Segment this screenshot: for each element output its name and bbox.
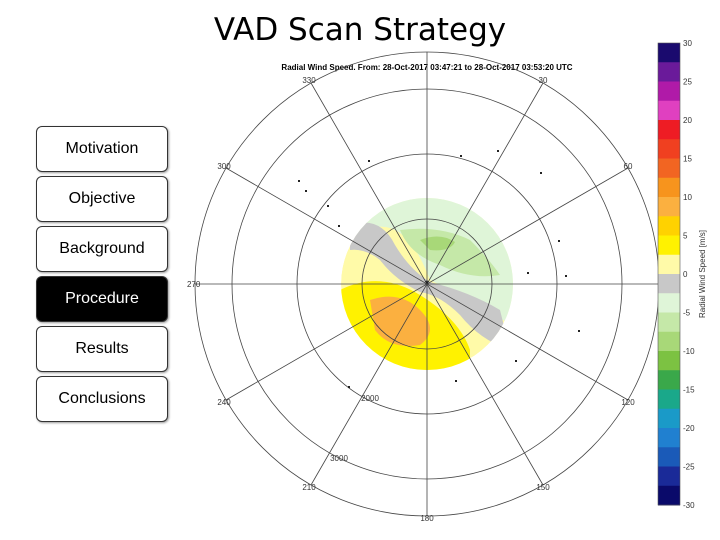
colorbar-swatch (658, 370, 680, 390)
azimuth-label: 180 (420, 514, 434, 523)
colorbar-swatch (658, 197, 680, 217)
colorbar-label: Radial Wind Speed [m/s] (698, 230, 707, 318)
nav-button[interactable]: Background (36, 226, 168, 272)
range-label: 3000 (330, 454, 348, 463)
colorbar-swatch (658, 139, 680, 159)
scatter-echoes (298, 150, 580, 388)
colorbar-swatch (658, 177, 680, 198)
colorbar-swatch (658, 62, 680, 82)
colorbar-tick-label: 5 (683, 232, 688, 241)
colorbar-tick-label: 10 (683, 193, 692, 202)
slide-title: VAD Scan Strategy (213, 12, 507, 48)
colorbar-swatch (658, 428, 680, 448)
colorbar-swatch (658, 235, 680, 256)
colorbar-frame (657, 42, 681, 506)
azimuth-label: 240 (217, 398, 231, 407)
colorbar-swatch (658, 81, 680, 102)
colorbar-swatch (658, 466, 680, 487)
radar-data (341, 198, 513, 370)
azimuth-label: 210 (302, 483, 316, 492)
azimuth-label: 330 (302, 76, 316, 85)
colorbar-swatch (658, 274, 680, 294)
colorbar-swatch (658, 485, 680, 506)
colorbar-swatch (658, 312, 680, 333)
colorbar-swatch (658, 351, 680, 371)
colorbar-tick-label: -15 (683, 386, 695, 395)
colorbar-tick-label: 25 (683, 78, 692, 87)
colorbar-swatch (658, 43, 680, 63)
azimuth-label: 270 (187, 280, 201, 289)
colorbar-tick-label: -25 (683, 463, 695, 472)
colorbar-tick-label: -10 (683, 347, 695, 356)
colorbar-tick-label: -20 (683, 424, 695, 433)
range-label: 2000 (361, 394, 379, 403)
polar-grid (194, 51, 660, 517)
colorbar-swatch (658, 158, 680, 179)
colorbar-tick-label: 30 (683, 39, 692, 48)
nav-button[interactable]: Procedure (36, 276, 168, 322)
colorbar-tick-label: 15 (683, 155, 692, 164)
colorbar-tick-label: 20 (683, 116, 692, 125)
azimuth-label: 120 (621, 398, 635, 407)
azimuth-label: 30 (539, 76, 548, 85)
azimuth-label: 150 (536, 483, 550, 492)
colorbar-swatch (658, 389, 680, 410)
colorbar-swatch (658, 120, 680, 140)
colorbar-swatch (658, 408, 680, 429)
colorbar-swatch (658, 447, 680, 467)
colorbar-swatch (658, 100, 680, 121)
colorbar-swatch (658, 331, 680, 352)
colorbar-swatch (658, 293, 680, 313)
colorbar-swatch (658, 254, 680, 275)
colorbar-tick-label: 0 (683, 270, 688, 279)
nav-button[interactable]: Results (36, 326, 168, 372)
colorbar-tick-label: -5 (683, 309, 691, 318)
nav-button[interactable]: Conclusions (36, 376, 168, 422)
center-marker: * (425, 279, 429, 290)
azimuth-label: 300 (217, 162, 231, 171)
nav-button[interactable]: Objective (36, 176, 168, 222)
nav-button[interactable]: Motivation (36, 126, 168, 172)
azimuth-label: 60 (624, 162, 633, 171)
colorbar: 30 25 20 15 10 5 0 -5 -10 -15 -20 -25 -30 (657, 39, 695, 510)
colorbar-tick-label: -30 (683, 501, 695, 510)
colorbar-swatch (658, 216, 680, 236)
